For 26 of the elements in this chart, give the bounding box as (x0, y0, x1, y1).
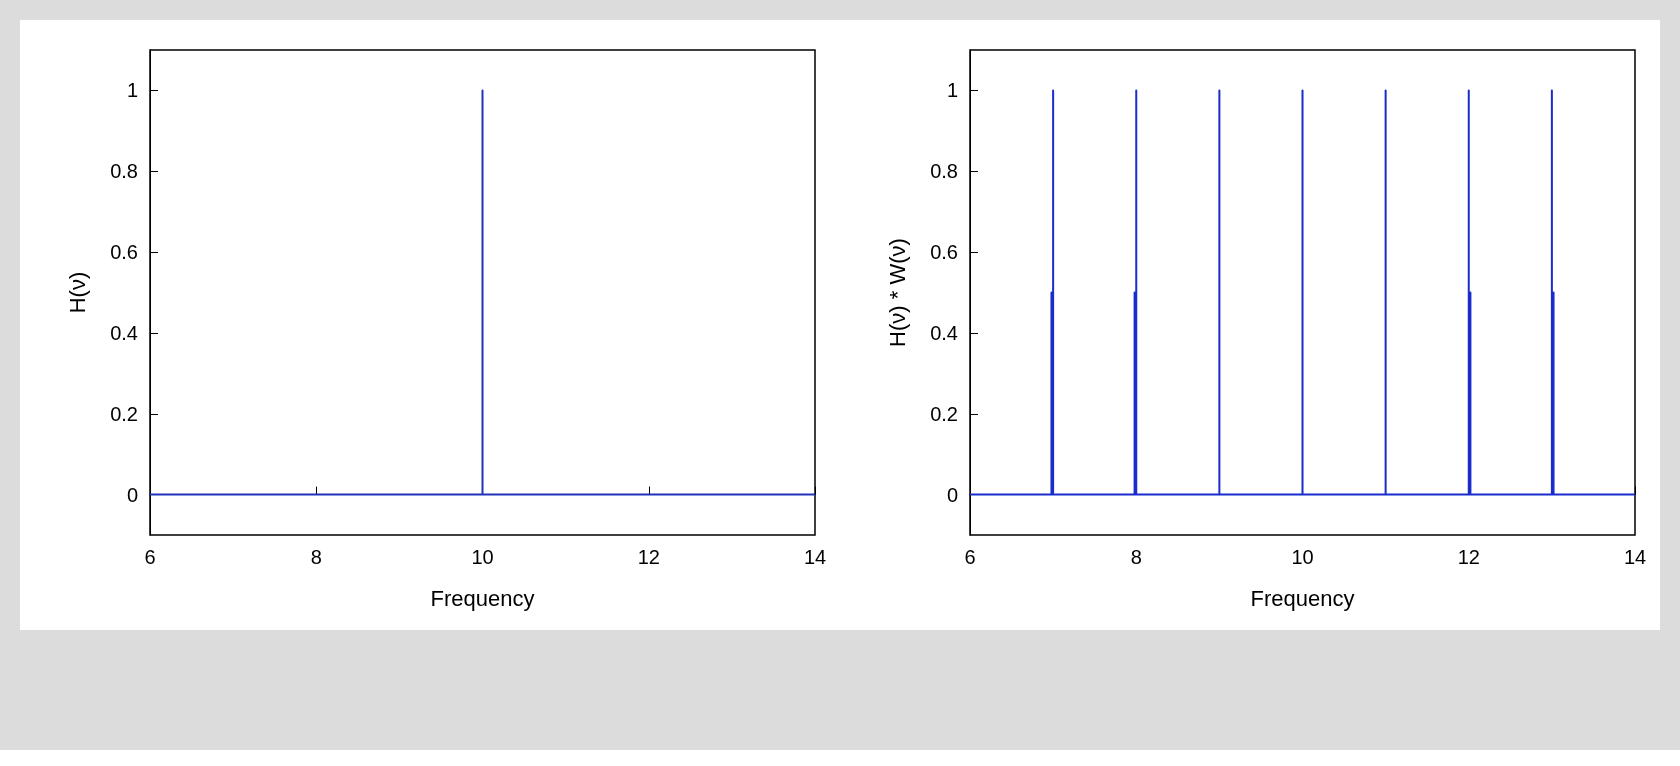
x-tick-label: 6 (144, 546, 156, 568)
x-tick-label: 10 (471, 546, 494, 568)
x-tick-label: 12 (637, 546, 660, 568)
y-axis-title: H(ν) (64, 271, 90, 314)
y-tick-label: 0.6 (110, 241, 138, 264)
y-tick-label: 0.2 (110, 402, 138, 425)
y-tick-label: 0.6 (930, 241, 958, 264)
y-tick-label: 0.8 (930, 160, 958, 183)
x-tick-label: 14 (1623, 546, 1647, 568)
y-tick-label: 0 (126, 483, 138, 506)
y-tick-label: 0.2 (930, 402, 958, 425)
x-tick-label: 8 (1130, 546, 1142, 568)
y-tick-label: 0.4 (930, 321, 958, 344)
y-tick-label: 0.4 (110, 321, 138, 344)
x-tick-label: 14 (803, 546, 827, 568)
y-tick-label: 0.8 (110, 160, 138, 183)
x-tick-label: 10 (1291, 546, 1314, 568)
x-tick-label: 6 (964, 546, 976, 568)
x-tick-label: 12 (1457, 546, 1480, 568)
x-axis-title: Frequency (430, 585, 535, 611)
y-tick-label: 0 (946, 483, 958, 506)
y-tick-label: 1 (126, 79, 138, 102)
y-tick-label: 1 (946, 79, 958, 102)
x-axis-title: Frequency (1250, 585, 1355, 611)
y-axis-title: H(ν) * W(ν) (884, 238, 910, 347)
x-tick-label: 8 (310, 546, 322, 568)
